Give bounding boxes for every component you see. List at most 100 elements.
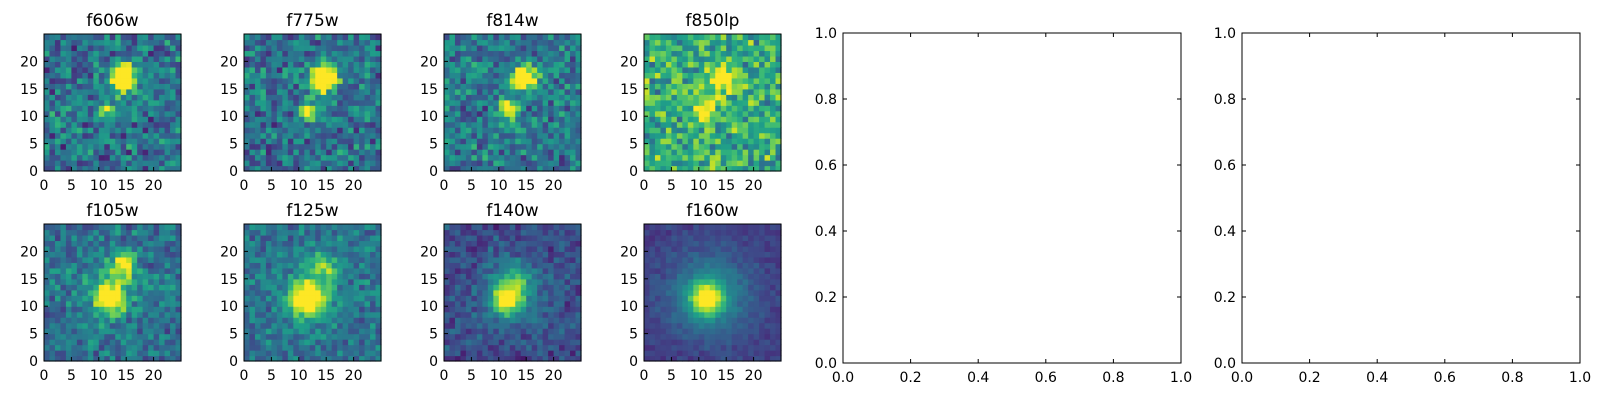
- heatmap-cell: [137, 154, 144, 161]
- heatmap-cell: [764, 306, 771, 313]
- heatmap-cell: [309, 99, 316, 106]
- heatmap-cell: [44, 39, 51, 46]
- heatmap-cell: [644, 273, 651, 280]
- heatmap-cell: [98, 39, 105, 46]
- heatmap-cell: [460, 55, 467, 62]
- heatmap-cell: [120, 240, 127, 247]
- heatmap-cell: [271, 322, 278, 329]
- heatmap-cell: [748, 127, 755, 134]
- heatmap-cell: [249, 143, 256, 150]
- heatmap-cell: [559, 317, 566, 324]
- heatmap-cell: [504, 300, 511, 307]
- heatmap-cell: [548, 77, 555, 84]
- heatmap-cell: [660, 355, 667, 362]
- heatmap-cell: [575, 344, 582, 351]
- heatmap-cell: [254, 240, 262, 247]
- heatmap-cell: [564, 251, 571, 258]
- heatmap-cell: [731, 127, 738, 134]
- heatmap-cell: [553, 50, 560, 57]
- heatmap-cell: [704, 300, 711, 307]
- heatmap-cell: [331, 110, 338, 117]
- heatmap-cell: [260, 284, 267, 291]
- heatmap-cell: [326, 333, 333, 340]
- heatmap-cell: [520, 267, 527, 274]
- heatmap-cell: [353, 267, 360, 274]
- heatmap-cell: [49, 94, 56, 101]
- heatmap-cell: [548, 251, 555, 258]
- heatmap-cell: [770, 44, 777, 52]
- heatmap-cell: [737, 278, 744, 285]
- heatmap-cell: [49, 306, 56, 313]
- heatmap-cell: [44, 110, 51, 117]
- heatmap-cell: [715, 34, 722, 41]
- heatmap-cell: [671, 34, 678, 41]
- heatmap-cell: [244, 317, 251, 324]
- heatmap-cell: [564, 61, 571, 68]
- heatmap-cell: [137, 72, 144, 79]
- heatmap-cell: [71, 116, 78, 123]
- heatmap-cell: [353, 88, 360, 95]
- heatmap-cell: [682, 339, 689, 346]
- heatmap-cell: [759, 66, 766, 73]
- heatmap-cell: [542, 229, 549, 236]
- heatmap-cell: [375, 50, 382, 57]
- heatmap-cell: [542, 143, 549, 150]
- heatmap-cell: [254, 333, 262, 340]
- heatmap-cell: [126, 105, 133, 112]
- heatmap-cell: [254, 88, 262, 95]
- heatmap-cell: [87, 224, 94, 231]
- heatmap-cell: [320, 224, 327, 231]
- heatmap-cell: [531, 99, 538, 106]
- heatmap-cell: [115, 240, 122, 247]
- heatmap-cell: [98, 333, 105, 340]
- heatmap-cell: [671, 317, 678, 324]
- heatmap-cell: [553, 344, 560, 351]
- heatmap-cell: [265, 61, 272, 68]
- heatmap-cell: [49, 138, 56, 145]
- heatmap-cell: [170, 83, 177, 90]
- heatmap-cell: [159, 143, 166, 150]
- heatmap-cell: [298, 39, 305, 46]
- heatmap-cell: [271, 284, 278, 291]
- heatmap-cell: [175, 322, 182, 329]
- heatmap-cell: [687, 61, 694, 68]
- heatmap-cell: [370, 116, 377, 123]
- heatmap-cell: [660, 94, 667, 101]
- heatmap-cell: [370, 165, 377, 172]
- heatmap-cell: [493, 295, 500, 302]
- heatmap-cell: [175, 306, 182, 313]
- heatmap-cell: [148, 72, 155, 79]
- heatmap-cell: [282, 143, 289, 150]
- heatmap-cell: [731, 350, 738, 357]
- heatmap-cell: [720, 99, 727, 106]
- heatmap-cell: [449, 138, 456, 145]
- heatmap-cell: [775, 132, 782, 139]
- heatmap-cell: [276, 251, 283, 258]
- heatmap-cell: [126, 39, 133, 46]
- heatmap-cell: [704, 350, 711, 357]
- heatmap-cell: [493, 267, 500, 274]
- heatmap-cell: [553, 339, 560, 346]
- heatmap-cell: [726, 300, 733, 307]
- heatmap-cell: [287, 284, 294, 291]
- heatmap-cell: [449, 267, 456, 274]
- heatmap-cell: [331, 160, 338, 167]
- heatmap-cell: [537, 83, 544, 90]
- heatmap-cell: [509, 44, 516, 52]
- heatmap-cell: [98, 284, 105, 291]
- heatmap-cell: [276, 344, 283, 351]
- heatmap-cell: [487, 350, 494, 357]
- heatmap-cell: [115, 284, 122, 291]
- heatmap-cell: [254, 66, 262, 73]
- heatmap-cell: [159, 295, 166, 302]
- heatmap-cell: [265, 50, 272, 57]
- heatmap-cell: [260, 317, 267, 324]
- heatmap-cell: [742, 328, 749, 335]
- heatmap-cell: [254, 72, 262, 79]
- heatmap-cell: [115, 127, 122, 134]
- heatmap-cell: [465, 154, 472, 161]
- heatmap-cell: [71, 55, 78, 62]
- heatmap-cell: [309, 224, 316, 231]
- heatmap-cell: [704, 94, 711, 101]
- heatmap-cell: [164, 99, 171, 106]
